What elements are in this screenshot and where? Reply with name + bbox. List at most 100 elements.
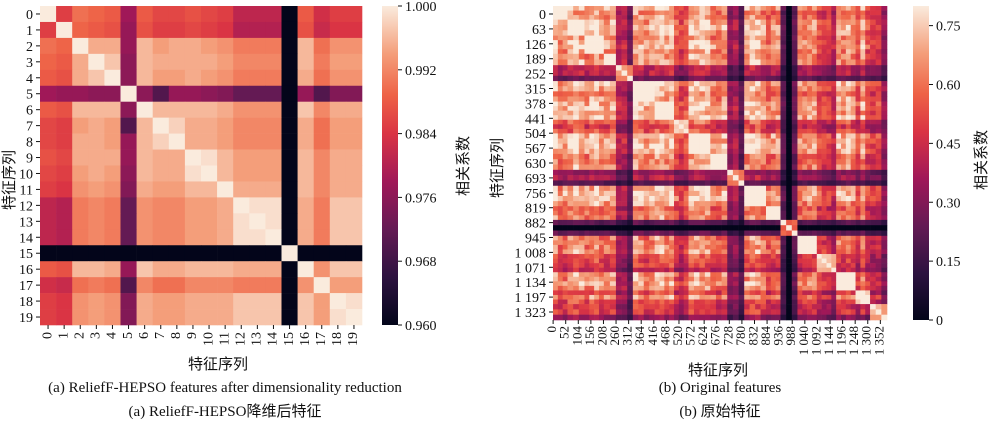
heatmap-b-cell — [664, 263, 670, 268]
heatmap-b-cell — [664, 230, 670, 237]
heatmap-b-cell — [598, 15, 605, 20]
heatmap-b-cell — [860, 249, 866, 255]
heatmap-b-cell — [802, 299, 808, 305]
heatmap-b-cell — [643, 91, 650, 97]
heatmap-a-cell — [265, 6, 282, 23]
heatmap-b-cell — [826, 24, 832, 31]
heatmap-b-cell — [678, 6, 684, 11]
heatmap-a-cell — [201, 309, 218, 326]
heatmap-b-cell — [807, 309, 813, 315]
heatmap-b-cell — [609, 235, 617, 241]
heatmap-b-cell — [589, 267, 595, 273]
heatmap-b-cell — [632, 96, 639, 102]
heatmap-b-cell — [850, 81, 856, 87]
heatmap-b-cell — [598, 210, 605, 216]
heatmap-b-cell — [678, 19, 684, 26]
heatmap-b-cell — [710, 138, 717, 144]
heatmap-b-cell — [765, 24, 772, 31]
heatmap-b-cell — [870, 101, 877, 107]
heatmap-b-cell — [765, 65, 772, 71]
heatmap-b-cell — [860, 159, 866, 165]
heatmap-b-cell — [562, 70, 568, 77]
heatmap-b-cell — [816, 96, 822, 102]
heatmap-b-cell — [802, 148, 808, 155]
heatmap-b-cell — [831, 49, 837, 55]
heatmap-b-cell — [755, 290, 761, 296]
heatmap-b-cell — [826, 195, 832, 202]
heatmap-a-cell — [313, 309, 331, 326]
heatmap-b-cell — [632, 15, 639, 20]
heatmap-b-cell — [749, 40, 756, 45]
heatmap-b-cell — [603, 201, 611, 207]
heatmap-b-cell — [770, 276, 776, 282]
heatmap-b-cell — [755, 59, 761, 66]
heatmap-b-cell — [704, 143, 711, 150]
heatmap-b-cell — [710, 30, 717, 36]
heatmap-b-cell — [649, 190, 655, 197]
heatmap-b-cell — [683, 309, 689, 315]
heatmap-b-cell — [603, 225, 611, 231]
heatmap-b-cell — [826, 70, 832, 77]
heatmap-b-cell — [786, 128, 793, 134]
heatmap-b-cell — [699, 210, 706, 216]
heatmap-b-cell — [621, 44, 628, 50]
heatmap-b-cell — [609, 70, 617, 77]
heatmap-b-cell — [797, 304, 803, 310]
heatmap-b-cell — [826, 294, 832, 300]
heatmap-b-cell — [860, 169, 866, 176]
heatmap-b-cell — [557, 30, 563, 36]
heatmap-b-cell — [802, 206, 808, 212]
heatmap-b-cell — [643, 225, 650, 231]
heatmap-b-cell — [649, 175, 655, 181]
heatmap-b-cell — [807, 201, 813, 207]
heatmap-b-cell — [865, 159, 871, 165]
heatmap-b-cell — [744, 119, 750, 125]
heatmap-b-cell — [807, 35, 813, 41]
heatmap-b-cell — [875, 180, 882, 187]
heatmap-b-cell — [603, 40, 611, 45]
heatmap-b-cell — [664, 49, 670, 55]
heatmap-b-cell — [659, 40, 665, 45]
heatmap-a-cell — [136, 181, 153, 198]
heatmap-b-cell — [573, 180, 580, 187]
heatmap-b-cell — [603, 281, 611, 287]
heatmap-b-cell — [678, 175, 684, 181]
heatmap-b-cell — [683, 175, 689, 181]
heatmap-b-cell — [664, 115, 670, 121]
heatmap-b-cell — [573, 267, 580, 273]
heatmap-b-cell — [850, 40, 856, 45]
heatmap-b-cell — [621, 276, 628, 282]
caption-b-chinese: (b) 原始特征 — [679, 404, 761, 420]
heatmap-b-cell — [693, 153, 700, 160]
heatmap-b-cell — [621, 115, 628, 121]
heatmap-b-cell — [589, 15, 595, 20]
heatmap-b-cell — [721, 314, 728, 321]
heatmap-b-cell — [557, 119, 563, 125]
heatmap-b-cell — [598, 304, 605, 310]
heatmap-a-cell — [104, 261, 121, 278]
heatmap-b-cell — [693, 219, 700, 226]
heatmap-a-cell — [88, 37, 105, 55]
heatmap-b-cell — [615, 219, 622, 226]
heatmap-b-cell — [738, 159, 745, 165]
heatmap-b-cell — [850, 65, 856, 71]
heatmap-b-cell — [693, 225, 700, 231]
heatmap-b-cell — [715, 254, 722, 259]
heatmap-b-cell — [850, 143, 856, 150]
heatmap-b-cell — [836, 164, 842, 171]
heatmap-b-cell — [594, 110, 600, 116]
heatmap-a-cell — [233, 165, 250, 182]
heatmap-b-cell — [598, 258, 605, 264]
heatmap-b-cell — [699, 240, 706, 246]
heatmap-b-cell — [715, 235, 722, 241]
heatmap-a-cell — [249, 85, 266, 102]
heatmap-b-cell — [821, 314, 827, 321]
colorbar-b-label: 相关系数 — [972, 130, 990, 190]
heatmap-b-cell — [594, 276, 600, 282]
heatmap-b-cell — [860, 110, 866, 116]
heatmap-b-cell — [699, 185, 706, 192]
heatmap-b-cell — [826, 276, 832, 282]
heatmap-b-cell — [627, 235, 634, 241]
heatmap-b-cell — [760, 190, 767, 197]
heatmap-b-cell — [688, 285, 695, 291]
